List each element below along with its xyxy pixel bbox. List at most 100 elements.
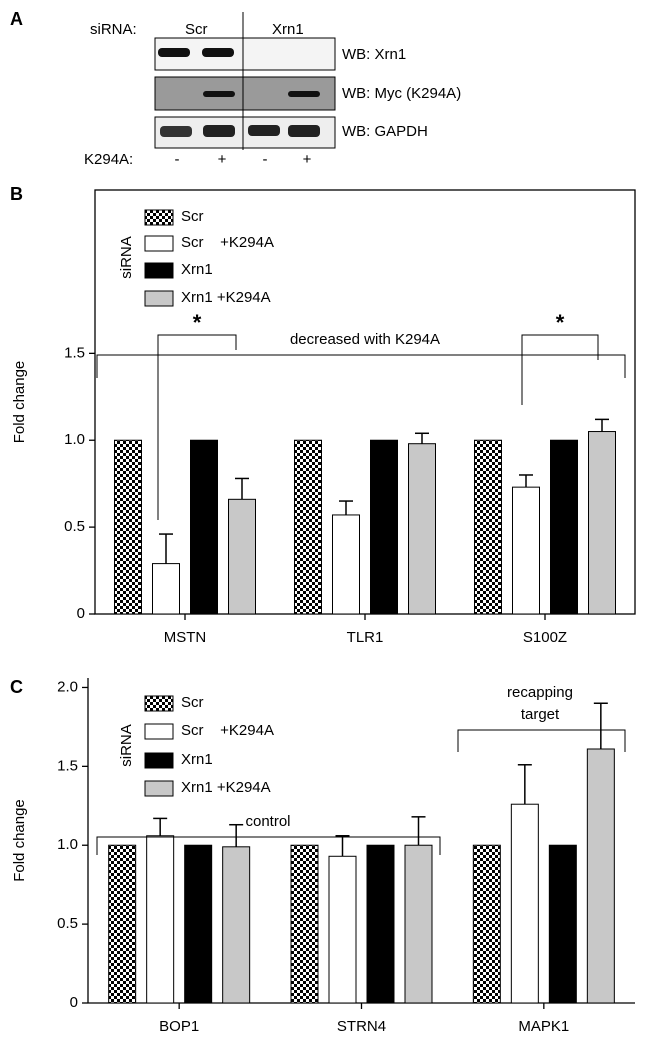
bar	[114, 439, 142, 615]
lane-label: +	[303, 151, 312, 168]
annotation: control	[245, 813, 290, 830]
bar	[474, 439, 502, 615]
blot-label: WB: GAPDH	[342, 123, 428, 140]
x-tick-label: MSTN	[164, 629, 207, 646]
legend-swatch	[144, 290, 174, 307]
bar	[512, 486, 540, 615]
error-bar	[153, 817, 168, 836]
legend-label: Scr	[181, 208, 204, 225]
bracket	[96, 354, 626, 378]
legend-label: Xrn1	[181, 261, 213, 278]
bar	[152, 563, 180, 615]
y-tick-label: 0.5	[64, 518, 85, 535]
annotation: *	[193, 310, 202, 335]
band	[160, 126, 192, 137]
panel-label: A	[10, 9, 23, 29]
x-tick-label: TLR1	[347, 629, 384, 646]
legend-swatch	[144, 235, 174, 252]
bar	[184, 844, 213, 1004]
error-bar	[335, 835, 350, 857]
y-tick-label: 2.0	[57, 678, 78, 695]
x-tick-label: BOP1	[159, 1018, 199, 1035]
bar	[108, 844, 137, 1004]
bar	[294, 439, 322, 615]
error-bar	[235, 477, 249, 500]
bracket	[457, 729, 626, 752]
error-bar	[517, 764, 532, 805]
legend-label: Xrn1 +K294A	[181, 289, 271, 306]
x-tick-label: STRN4	[337, 1018, 386, 1035]
legend-label: Scr +K294A	[181, 234, 274, 251]
annotation: decreased with K294A	[290, 331, 440, 348]
band	[288, 91, 320, 97]
bar	[222, 846, 251, 1004]
legend-title: siRNA	[118, 236, 135, 279]
legend-label: Scr +K294A	[181, 722, 274, 739]
error-bar	[229, 823, 244, 847]
bracket	[157, 334, 237, 520]
bar	[146, 835, 175, 1004]
band	[158, 48, 190, 57]
blot-label: WB: Myc (K294A)	[342, 85, 461, 102]
y-tick-label: 1.0	[64, 431, 85, 448]
panel-a: A siRNA: Scr Xrn1 WB: Xrn1 WB: Myc (K294…	[10, 9, 461, 168]
blot-label: WB: Xrn1	[342, 46, 406, 63]
error-bar	[415, 432, 429, 444]
band	[203, 125, 235, 137]
legend-swatch	[144, 695, 174, 712]
bar	[328, 855, 357, 1004]
error-bar	[519, 474, 533, 488]
error-bar	[411, 816, 426, 846]
legend-swatch	[144, 262, 174, 279]
error-bar	[159, 533, 173, 564]
lane-label: -	[263, 151, 268, 168]
bar	[472, 844, 501, 1004]
sirna-label: siRNA:	[90, 21, 137, 38]
lane-label: +	[218, 151, 227, 168]
error-bar	[593, 702, 608, 749]
y-tick-label: 1.5	[64, 344, 85, 361]
bar	[586, 748, 615, 1004]
y-tick-label: 1.0	[57, 836, 78, 853]
band	[248, 125, 280, 136]
x-tick-label: MAPK1	[518, 1018, 569, 1035]
bar	[548, 844, 577, 1004]
band	[288, 125, 320, 137]
treatment-label: K294A:	[84, 151, 133, 168]
x-tick-label: S100Z	[523, 629, 567, 646]
bar	[370, 439, 398, 615]
y-tick-label: 1.5	[57, 757, 78, 774]
bar	[228, 498, 256, 615]
panel-label: C	[10, 677, 23, 697]
annotation: *	[556, 310, 565, 335]
bracket	[521, 334, 599, 405]
legend-label: Xrn1	[181, 751, 213, 768]
y-tick-label: 0.5	[57, 915, 78, 932]
legend-swatch	[144, 752, 174, 769]
error-bar	[339, 500, 353, 515]
bar	[332, 514, 360, 615]
legend-swatch	[144, 723, 174, 740]
bar	[588, 431, 616, 615]
annotation: target	[521, 706, 560, 723]
y-axis-label: Fold change	[11, 799, 28, 882]
lane-label: -	[175, 151, 180, 168]
error-bar	[595, 418, 609, 432]
y-axis-label: Fold change	[11, 361, 28, 444]
legend-swatch	[144, 209, 174, 226]
group-label: Scr	[185, 21, 208, 38]
group-label: Xrn1	[272, 21, 304, 38]
legend-label: Scr	[181, 694, 204, 711]
chart: C Fold change 0 0.5 1.0 1.5 2.0 BOP1 STRN4 MAPK1 s…	[10, 677, 635, 1035]
legend-label: Xrn1 +K294A	[181, 779, 271, 796]
annotation: recapping	[507, 684, 573, 701]
bar	[190, 439, 218, 615]
legend-swatch	[144, 780, 174, 797]
band	[203, 91, 235, 97]
bar	[366, 844, 395, 1004]
band	[202, 48, 234, 57]
bar	[404, 844, 433, 1004]
legend-title: siRNA	[118, 724, 135, 767]
bracket	[96, 836, 441, 855]
